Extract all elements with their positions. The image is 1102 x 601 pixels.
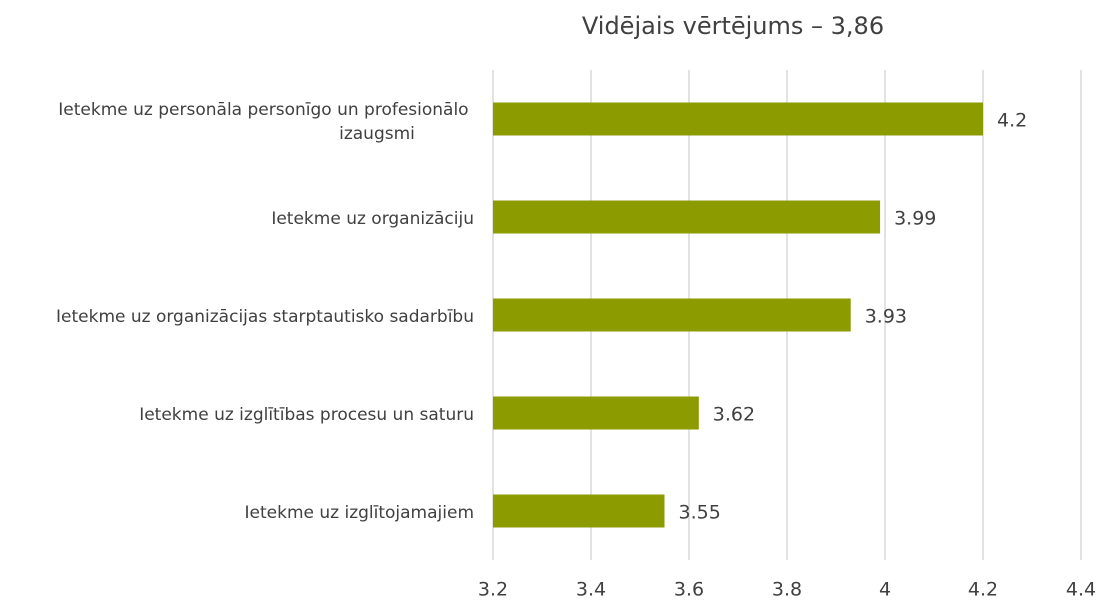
x-tick-label: 4.2	[968, 579, 998, 601]
x-tick-label: 3.6	[674, 579, 704, 601]
data-label: 3.62	[713, 404, 755, 426]
x-tick-label: 4.4	[1066, 579, 1096, 601]
chart-title: Vidējais vērtējums – 3,86	[582, 12, 884, 40]
bar	[493, 298, 851, 332]
bar	[493, 494, 665, 528]
y-tick-label: Ietekme uz izglītojamajiem	[245, 503, 475, 523]
y-tick-label: Ietekme uz izglītības procesu un saturu	[139, 405, 474, 425]
bar	[493, 200, 881, 234]
bar	[493, 102, 983, 136]
x-tick-label: 3.8	[772, 579, 802, 601]
bar	[493, 396, 699, 430]
data-label: 3.55	[679, 502, 721, 524]
y-tick-label: Ietekme uz personāla personīgo un profes…	[58, 100, 474, 144]
y-tick-label: Ietekme uz organizāciju	[271, 209, 474, 229]
x-tick-label: 4	[879, 579, 891, 601]
data-label: 3.99	[894, 208, 936, 230]
data-label: 4.2	[997, 110, 1027, 132]
data-label: 3.93	[865, 306, 907, 328]
x-tick-label: 3.2	[478, 579, 508, 601]
y-tick-label: Ietekme uz organizācijas starptautisko s…	[56, 307, 474, 327]
x-tick-label: 3.4	[576, 579, 606, 601]
